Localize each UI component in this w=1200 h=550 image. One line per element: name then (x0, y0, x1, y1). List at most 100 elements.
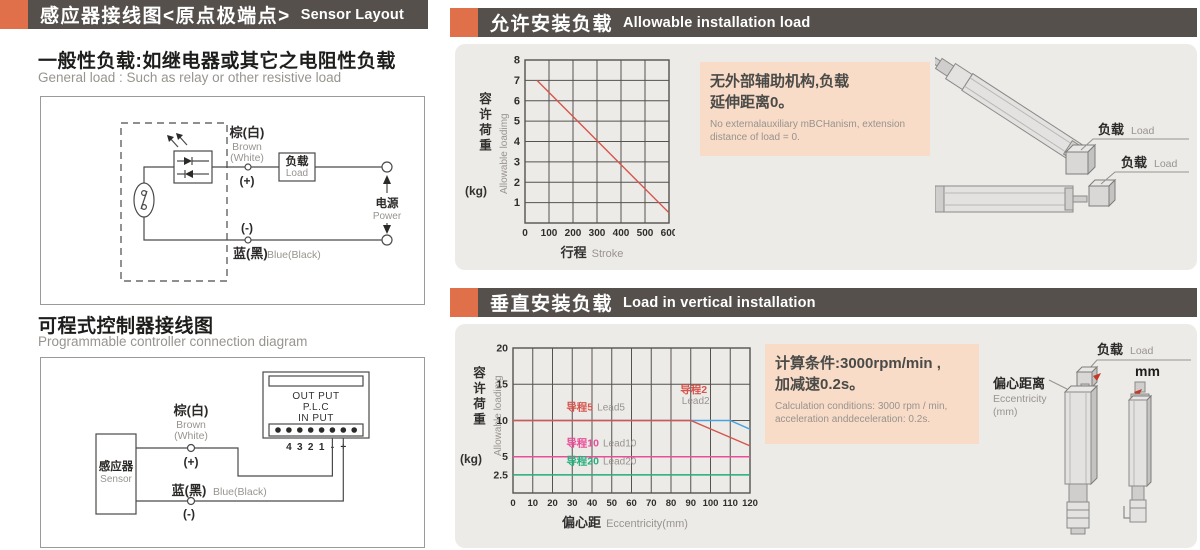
allowable-load-header: 允许安装负载 Allowable installation load (450, 8, 1197, 37)
vertical-load-header: 垂直安装负载 Load in vertical installation (450, 288, 1197, 317)
series-label-zh: 导程2 (680, 383, 707, 396)
x-tick-label: 10 (527, 498, 538, 509)
load-cube-2 (1087, 178, 1117, 208)
eccentricity-leader-line (1048, 379, 1068, 390)
x-tick-label: 200 (565, 228, 582, 239)
plc-heading-zh: 可程式控制器接线图 (38, 316, 214, 337)
vertical-actuator-illustration: 负载 Load mm 偏 (993, 342, 1191, 535)
wire-junction-top (244, 163, 252, 171)
wire-label-blue-zh: 蓝(黑) (172, 483, 207, 498)
chart2-ylabel-unit: (kg) (460, 452, 482, 466)
y-tick-label: 4 (514, 136, 521, 148)
chart2-xlabel-en: Eccentricity(mm) (606, 518, 688, 530)
x-tick-label: 80 (666, 498, 677, 509)
power-label-en: Power (373, 211, 402, 222)
y-tick-label: 3 (514, 156, 520, 168)
allowable-load-panel: 容许荷重 (kg) Allowable loadimg 0 100 200 300 40… (455, 44, 1197, 270)
vertical-load-panel: 容许荷重 (kg) Allowable loadimg 0 10 20 30 40 50 6… (455, 324, 1197, 548)
plc-box (262, 371, 370, 439)
series-label-en: Lead2 (682, 396, 710, 407)
series-label: 导程10 Lead10 (566, 437, 636, 450)
series-line-allowable-load (536, 79, 670, 214)
circuit-wires (143, 166, 382, 241)
x-tick-label: 0 (522, 228, 528, 239)
x-tick-label: 30 (567, 498, 578, 509)
series-line-Lead5 (513, 419, 751, 447)
terminal-label-4: 4 (286, 442, 292, 453)
y-tick-label: 1 (514, 197, 520, 209)
note-zh-line1: 计算条件:3000rpm/min , (775, 355, 941, 372)
sensor-housing-dashed-box (120, 122, 228, 282)
x-tick-label: 20 (547, 498, 558, 509)
plus-sign-label: (+) (240, 174, 255, 188)
y-tick-label: 2.5 (493, 469, 508, 481)
plc-label-output: OUT PUT (292, 391, 339, 402)
x-tick-label: 400 (613, 228, 630, 239)
note-zh-line2: 延伸距离0。 (710, 94, 794, 111)
note-en: No externalauxiliary mBCHanism, extensio… (710, 119, 906, 143)
actuator-vertical-right (1123, 381, 1153, 523)
stroke-load-chart: 0 100 200 300 400 500 600 1 2 3 4 5 6 7 8 (514, 55, 675, 239)
diode-component (173, 150, 213, 184)
allowable-load-title-zh: 允许安装负载 (490, 14, 614, 35)
sensor-label-en: Sensor (100, 474, 132, 485)
sensor-layout-title-zh: 感应器接线图<原点极端点> (40, 6, 291, 27)
mm-label: mm (1135, 363, 1160, 379)
x-tick-label: 100 (541, 228, 558, 239)
wire-label-brown-en2: (White) (230, 152, 264, 164)
transistor-symbol (133, 182, 155, 218)
wire-label-brown-zh: 棕(白) (173, 403, 209, 418)
x-tick-label: 90 (685, 498, 696, 509)
terminal-dots (275, 427, 358, 433)
led-arrows-icon (167, 133, 188, 148)
power-label-zh: 电源 (376, 196, 399, 210)
general-load-heading-zh: 一般性负载:如继电器或其它之电阻性负载 (38, 51, 396, 72)
power-arrows-icon (383, 175, 391, 234)
x-tick-label: 70 (646, 498, 657, 509)
terminal-minus (381, 234, 393, 246)
load-label-en: Load (1130, 345, 1154, 357)
plc-circuit-box: 感应器 Sensor OUT PUT P.L.C IN PUT 4 3 2 1 … (40, 357, 425, 548)
wire-junction-bottom (244, 236, 252, 244)
y-tick-label: 5 (502, 451, 508, 463)
x-tick-label: 0 (510, 498, 515, 509)
plc-label-input: IN PUT (298, 413, 334, 424)
x-tick-label: 60 (626, 498, 637, 509)
load-box-label-zh: 负载 (286, 154, 309, 168)
y-tick-label: 15 (496, 379, 508, 391)
note-zh-line2: 加减速0.2s。 (775, 376, 865, 393)
load-label-zh: 负载 (1097, 342, 1123, 357)
wire-junction-bottom (186, 496, 196, 506)
chart1-xlabel: 行程 Stroke (507, 242, 677, 262)
chart1-xlabel-zh: 行程 (560, 245, 587, 260)
terminal-plus (381, 161, 393, 173)
note-en: Calculation conditions: 3000 rpm / min, … (775, 401, 948, 425)
wire-label-brown-en2: (White) (174, 430, 208, 442)
terminal-label-2: 2 (308, 442, 314, 453)
y-tick-label: 5 (514, 116, 520, 128)
wire-label-brown-en1: Brown (176, 419, 206, 431)
x-tick-label: 100 (703, 498, 719, 509)
orange-accent-square (450, 8, 478, 37)
x-tick-label: 300 (589, 228, 606, 239)
eccentricity-load-chart: 0 10 20 30 40 50 60 70 80 90 100 110 120 2.5 5 10 15 20 导程… (493, 342, 758, 509)
plot-border (524, 59, 670, 224)
series-label: 导程20 Lead20 (566, 455, 636, 468)
y-tick-label: 2 (514, 177, 520, 189)
wire-label-brown-zh: 棕(白) (229, 125, 265, 140)
calculation-conditions-note: 计算条件:3000rpm/min , 加减速0.2s。 Calculation … (765, 344, 979, 444)
sensor-box (95, 433, 137, 515)
orange-accent-square (0, 0, 28, 29)
horizontal-actuator-illustration: 负载 Load 负载 Load (935, 57, 1189, 213)
chart2-xlabel-zh: 偏心距 (562, 515, 602, 530)
load2-leader-line (1100, 171, 1189, 185)
plc-circuit-diagram: 感应器 Sensor OUT PUT P.L.C IN PUT 4 3 2 1 … (95, 371, 370, 521)
eccentricity-label-en: Eccentricity (993, 393, 1047, 405)
terminal-label-1: 1 (319, 442, 325, 453)
plc-heading-en: Programmable controller connection diagr… (38, 334, 308, 349)
x-tick-label: 50 (606, 498, 617, 509)
sensor-label-zh: 感应器 (99, 459, 134, 473)
actuator-horizontal (935, 185, 1088, 213)
actuator-diagonal (935, 57, 1086, 162)
